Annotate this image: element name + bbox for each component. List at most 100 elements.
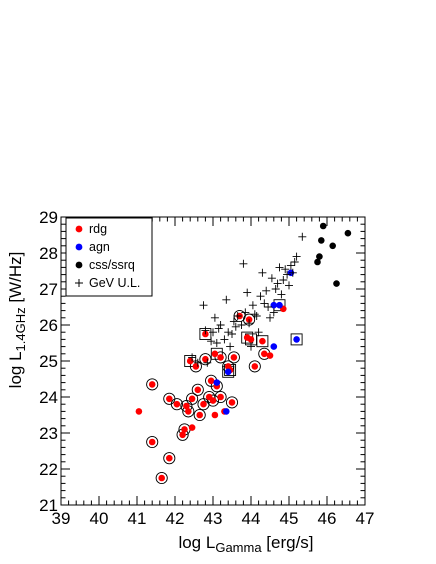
point-agn bbox=[276, 301, 283, 309]
y-tick-label: 28 bbox=[39, 244, 58, 263]
x-axis-title-main: log L bbox=[178, 533, 215, 552]
point-css-ssrq bbox=[314, 258, 321, 266]
legend-label-css-ssrq: css/ssrq bbox=[89, 258, 135, 272]
circled-point-marker bbox=[170, 398, 183, 411]
point-gev-u-l bbox=[250, 310, 259, 319]
point-rdg bbox=[158, 474, 165, 482]
point-css-ssrq bbox=[333, 280, 340, 287]
point-css-ssrq bbox=[344, 229, 352, 237]
x-axis-title-sub: Gamma bbox=[215, 540, 262, 555]
point-rdg bbox=[228, 399, 236, 406]
point-gev-u-l bbox=[241, 308, 250, 317]
point-rdg bbox=[148, 438, 156, 446]
x-tick-label: 45 bbox=[280, 509, 299, 528]
boxed-point-marker bbox=[210, 347, 223, 360]
circled-point-marker bbox=[193, 408, 206, 422]
point-gev-u-l bbox=[252, 312, 261, 320]
point-rdg bbox=[207, 377, 215, 385]
circled-point-marker bbox=[163, 452, 176, 465]
legend-label-rdg: rdg bbox=[89, 222, 107, 236]
legend-label-gev-ul: GeV U.L. bbox=[89, 276, 140, 290]
point-agn bbox=[213, 379, 221, 386]
point-gev-u-l bbox=[286, 261, 295, 270]
point-rdg bbox=[173, 400, 181, 408]
legend-item-css-ssrq: css/ssrq bbox=[75, 258, 135, 272]
point-rdg bbox=[194, 386, 202, 394]
point-gev-u-l bbox=[271, 285, 280, 293]
point-gev-u-l bbox=[239, 259, 248, 268]
legend-item-gev-ul: GeV U.L. bbox=[75, 276, 140, 290]
point-css-ssrq bbox=[318, 237, 325, 244]
data-marks bbox=[135, 222, 352, 485]
point-agn bbox=[293, 336, 300, 343]
point-rdg bbox=[211, 411, 219, 419]
point-rdg bbox=[196, 411, 203, 419]
point-gev-u-l bbox=[229, 317, 238, 326]
y-axis-title: log L1.4GHz [W/Hz] bbox=[6, 252, 28, 389]
point-rdg bbox=[188, 424, 196, 431]
x-tick-label: 40 bbox=[90, 509, 109, 528]
x-tick-label: 44 bbox=[242, 509, 261, 528]
point-gev-u-l bbox=[285, 281, 293, 290]
point-gev-u-l bbox=[214, 324, 223, 333]
x-tick-label: 41 bbox=[128, 509, 147, 528]
point-gev-u-l bbox=[228, 330, 236, 338]
boxed-point-marker bbox=[290, 333, 303, 346]
point-gev-u-l bbox=[216, 321, 225, 329]
x-tick-label: 47 bbox=[356, 509, 375, 528]
circled-point-marker bbox=[199, 353, 212, 366]
x-tick-label: 42 bbox=[166, 509, 185, 528]
circled-point-marker bbox=[248, 360, 261, 373]
point-gev-u-l bbox=[207, 337, 216, 346]
y-tick-label: 29 bbox=[39, 208, 58, 227]
point-gev-u-l bbox=[237, 321, 246, 329]
point-rdg bbox=[181, 426, 188, 433]
point-gev-u-l bbox=[220, 335, 229, 344]
point-gev-u-l bbox=[245, 319, 254, 328]
point-rdg bbox=[166, 454, 173, 462]
point-gev-u-l bbox=[201, 326, 210, 335]
point-gev-u-l bbox=[264, 303, 273, 311]
point-rdg bbox=[211, 350, 219, 358]
point-rdg bbox=[188, 395, 196, 403]
point-css-ssrq bbox=[329, 242, 337, 250]
y-axis-title-unit: [W/Hz] bbox=[6, 252, 25, 308]
circled-point-marker bbox=[146, 378, 159, 391]
point-agn bbox=[224, 368, 232, 376]
circled-point-marker bbox=[214, 351, 227, 364]
point-gev-u-l bbox=[231, 322, 240, 331]
point-gev-u-l bbox=[279, 276, 288, 284]
point-gev-u-l bbox=[267, 274, 276, 283]
circled-point-marker bbox=[206, 394, 220, 407]
legend-item-agn: agn bbox=[75, 240, 110, 254]
point-gev-u-l bbox=[288, 268, 297, 277]
circled-point-marker bbox=[189, 360, 202, 373]
point-rdg bbox=[209, 397, 217, 404]
circled-point-marker bbox=[186, 392, 199, 405]
circled-point-marker bbox=[146, 435, 159, 449]
point-gev-u-l bbox=[224, 328, 233, 337]
point-rdg bbox=[135, 408, 143, 415]
circled-point-marker bbox=[214, 390, 227, 404]
point-gev-u-l bbox=[203, 358, 212, 367]
point-rdg bbox=[217, 393, 224, 401]
point-gev-u-l bbox=[262, 286, 271, 295]
point-rdg bbox=[217, 354, 224, 361]
point-agn bbox=[270, 301, 278, 309]
legend: rdg agn css/ssrq GeV U.L. bbox=[65, 217, 153, 297]
point-rdg bbox=[259, 337, 266, 345]
legend-marker-rdg bbox=[75, 225, 83, 233]
point-gev-u-l bbox=[209, 328, 217, 337]
point-rdg bbox=[247, 336, 255, 343]
point-css-ssrq bbox=[316, 253, 323, 260]
point-gev-u-l bbox=[292, 252, 301, 261]
point-rdg bbox=[185, 408, 192, 415]
point-gev-u-l bbox=[269, 308, 278, 317]
point-gev-u-l bbox=[222, 295, 231, 304]
point-rdg bbox=[266, 352, 274, 359]
point-gev-u-l bbox=[199, 301, 208, 310]
point-gev-u-l bbox=[275, 263, 284, 272]
point-gev-u-l bbox=[283, 270, 292, 279]
point-rdg bbox=[251, 363, 259, 370]
point-gev-u-l bbox=[247, 342, 255, 351]
